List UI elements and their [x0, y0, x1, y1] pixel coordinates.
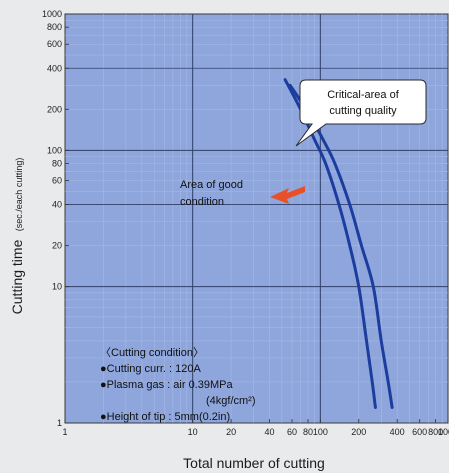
good-area-line-1: Area of good	[180, 179, 243, 191]
condition-current: ●Cutting curr. : 120A	[100, 363, 201, 375]
x-tick-label: 600	[412, 427, 427, 437]
y-tick-label: 60	[52, 176, 62, 186]
good-area-arrow	[270, 186, 305, 204]
gridlines	[65, 14, 448, 423]
x-tick-label: 800	[428, 427, 443, 437]
cutting-condition-block: 〈Cutting condition〉 ●Cutting curr. : 120…	[100, 346, 256, 423]
condition-gas: ●Plasma gas : air 0.39MPa	[100, 379, 233, 391]
y-tick-label: 1	[57, 418, 62, 428]
condition-tip-height: ●Height of tip : 5mm(0.2in)	[100, 411, 230, 423]
x-tick-label: 20	[226, 427, 236, 437]
x-tick-label: 10	[188, 427, 198, 437]
y-tick-label: 40	[52, 200, 62, 210]
x-tick-label: 80	[303, 427, 313, 437]
series-line-1	[283, 78, 377, 409]
y-tick-label: 10	[52, 282, 62, 292]
x-tick-label: 100	[313, 427, 328, 437]
plot-area	[64, 13, 449, 424]
y-tick-label: 400	[47, 63, 62, 73]
y-tick-label: 20	[52, 241, 62, 251]
y-tick-label: 1000	[42, 9, 62, 19]
x-tick-label: 1	[62, 427, 67, 437]
svg-text:Cutting time (sec./each: Cutting time (sec./each cutting)	[9, 158, 26, 315]
x-tick-label: 200	[351, 427, 366, 437]
y-tick-label: 80	[52, 159, 62, 169]
condition-header: 〈Cutting condition〉	[100, 346, 204, 359]
good-area-line-2: condition	[180, 196, 224, 208]
y-tick-label: 100	[47, 145, 62, 155]
x-tick-label: 1000	[438, 427, 449, 437]
good-area-annotation: Area of good condition	[180, 179, 305, 208]
x-tick-label: 40	[265, 427, 275, 437]
callout-line-1: Critical-area of	[327, 89, 399, 101]
callout-line-2: cutting quality	[329, 105, 397, 117]
x-tick-label: 60	[287, 427, 297, 437]
y-axis-title-group: Cutting time (sec./each cutting)	[9, 158, 26, 315]
y-axis-title: Cutting time	[9, 239, 25, 314]
x-tick-label: 400	[390, 427, 405, 437]
y-tick-label: 800	[47, 22, 62, 32]
critical-area-callout: Critical-area of cutting quality	[295, 79, 427, 147]
x-axis-title: Total number of cutting	[183, 455, 325, 471]
y-tick-label: 600	[47, 39, 62, 49]
y-tick-labels: 1 10 20 40 60 80 100 200 400 600 800 1000	[42, 9, 69, 428]
callout-bubble	[295, 79, 427, 147]
condition-gas-unit: (4kgf/cm²)	[206, 395, 256, 407]
y-axis-unit: (sec./each cutting)	[14, 158, 24, 232]
y-tick-label: 200	[47, 104, 62, 114]
